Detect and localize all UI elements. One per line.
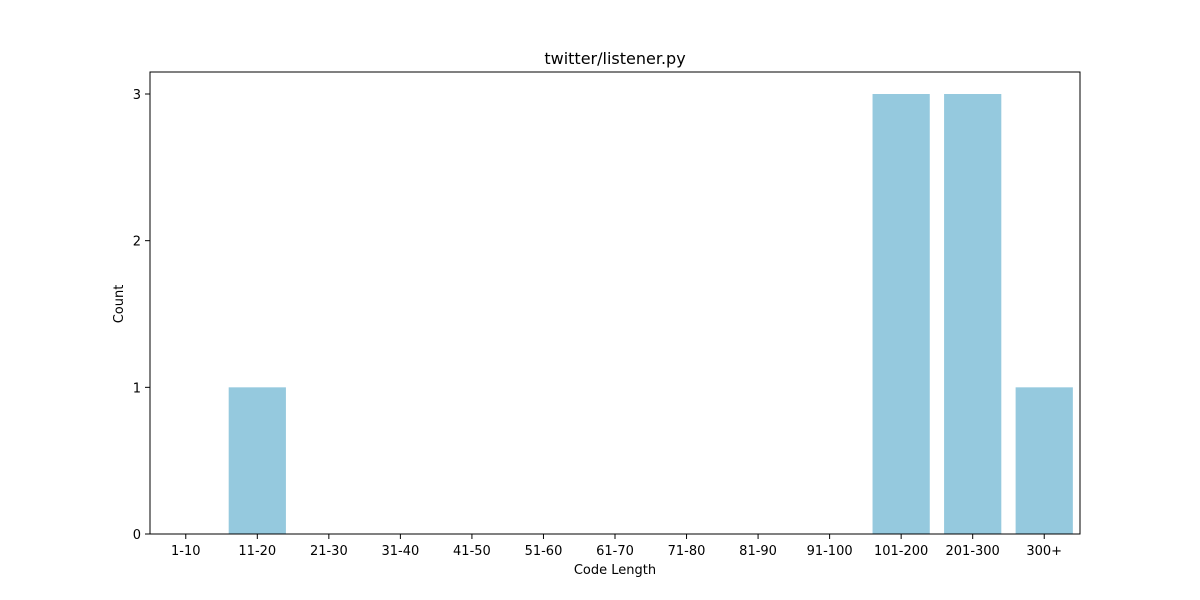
y-tick-label: 1 [133, 381, 141, 396]
y-tick-label: 2 [133, 235, 141, 250]
x-tick-label: 41-50 [453, 544, 491, 559]
bar-101-200 [872, 94, 930, 534]
bar-201-300 [944, 94, 1002, 534]
x-tick-label: 81-90 [739, 544, 777, 559]
chart-title: twitter/listener.py [544, 49, 685, 68]
y-axis-label: Count [112, 285, 127, 324]
x-tick-label: 21-30 [310, 544, 348, 559]
x-tick-label: 61-70 [596, 544, 634, 559]
x-tick-label: 101-200 [874, 544, 928, 559]
x-tick-label: 300+ [1026, 544, 1062, 559]
x-tick-label: 91-100 [807, 544, 853, 559]
x-tick-label: 51-60 [525, 544, 563, 559]
plot-area: 1-10 11-20 21-30 31-40 41-50 51-60 61-70 71-80 8… [133, 71, 1081, 559]
y-tick-label: 0 [133, 528, 141, 543]
x-tick-label: 11-20 [238, 544, 276, 559]
bar-300+ [1015, 387, 1073, 534]
x-axis-label: Code Length [574, 563, 656, 578]
x-tick-label: 71-80 [668, 544, 706, 559]
y-tick-label: 3 [133, 88, 141, 103]
x-tick-label: 31-40 [381, 544, 419, 559]
plot-frame [149, 71, 1081, 535]
x-tick-label: 201-300 [946, 544, 1000, 559]
x-tick-label: 1-10 [171, 544, 201, 559]
bar-11-20 [228, 387, 286, 534]
